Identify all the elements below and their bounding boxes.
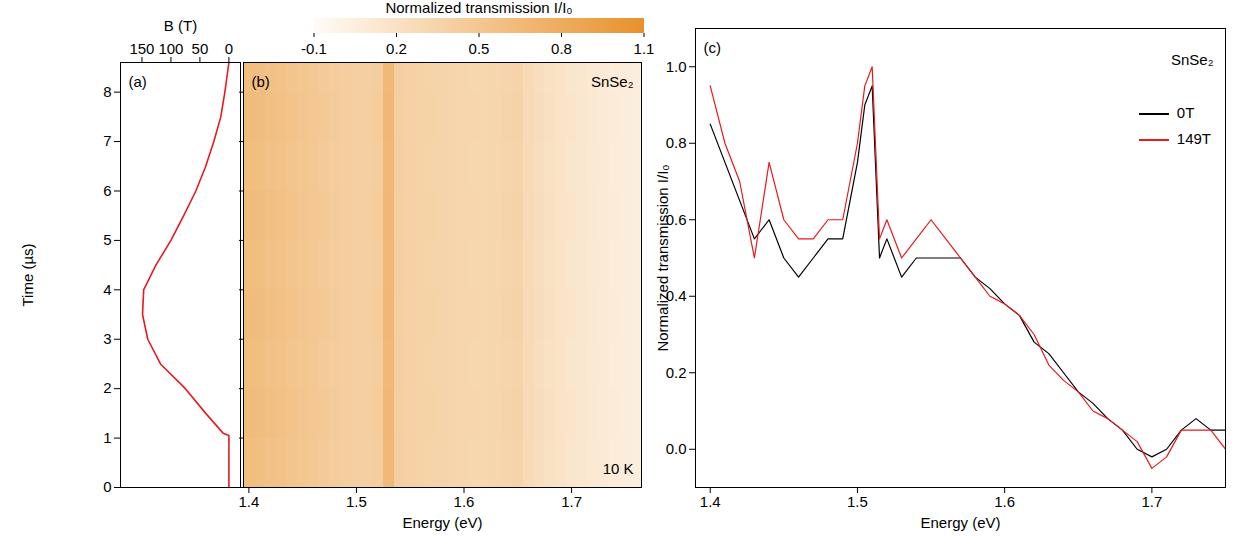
svg-text:2: 2 xyxy=(103,379,111,396)
svg-text:1.4: 1.4 xyxy=(700,493,721,510)
svg-text:50: 50 xyxy=(192,40,209,57)
svg-text:1: 1 xyxy=(103,429,111,446)
svg-text:0.6: 0.6 xyxy=(665,210,687,228)
svg-text:8: 8 xyxy=(103,83,111,100)
html-text:149T: 149T xyxy=(1176,130,1211,147)
svg-text:1.4: 1.4 xyxy=(238,493,259,510)
svg-text:1.6: 1.6 xyxy=(994,493,1015,510)
svg-text:0.0: 0.0 xyxy=(666,440,687,457)
svg-text:SnSe₂: SnSe₂ xyxy=(1171,51,1214,68)
svg-text:1.5: 1.5 xyxy=(847,493,868,510)
svg-text:0: 0 xyxy=(225,40,233,57)
svg-text:1.7: 1.7 xyxy=(1141,493,1162,510)
svg-text:Normalized transmission I/I₀: Normalized transmission I/I₀ xyxy=(654,164,671,351)
svg-text:(c): (c) xyxy=(704,39,722,56)
svg-text:6: 6 xyxy=(103,182,111,199)
svg-text:0.8: 0.8 xyxy=(551,40,572,57)
svg-text:10 K: 10 K xyxy=(603,460,634,477)
svg-text:100: 100 xyxy=(158,40,183,57)
svg-text:3: 3 xyxy=(103,330,111,347)
html-text:0T: 0T xyxy=(1176,104,1195,121)
svg-text:-0.1: -0.1 xyxy=(301,40,327,57)
svg-text:(a): (a) xyxy=(129,73,147,90)
svg-text:4: 4 xyxy=(103,281,111,298)
svg-text:SnSe₂: SnSe₂ xyxy=(591,73,634,90)
svg-text:Time (µs): Time (µs) xyxy=(19,243,36,306)
svg-text:0.2: 0.2 xyxy=(666,364,687,381)
svg-text:Normalized transmission I/I₀: Normalized transmission I/I₀ xyxy=(385,0,572,16)
svg-text:B (T): B (T) xyxy=(164,17,197,34)
svg-text:Energy (eV): Energy (eV) xyxy=(402,514,482,531)
svg-text:7: 7 xyxy=(103,132,111,149)
svg-text:5: 5 xyxy=(103,231,111,248)
svg-text:0.8: 0.8 xyxy=(666,134,687,151)
svg-text:1.5: 1.5 xyxy=(346,493,367,510)
svg-text:0.2: 0.2 xyxy=(386,40,407,57)
svg-text:150: 150 xyxy=(129,40,154,57)
svg-text:(b): (b) xyxy=(252,73,270,90)
svg-text:1.0: 1.0 xyxy=(666,58,687,75)
svg-text:0: 0 xyxy=(103,478,111,495)
svg-text:Energy (eV): Energy (eV) xyxy=(920,514,1000,531)
svg-text:0.4: 0.4 xyxy=(665,287,687,304)
svg-text:1.1: 1.1 xyxy=(634,40,655,57)
svg-text:1.7: 1.7 xyxy=(561,493,582,510)
svg-text:0.5: 0.5 xyxy=(469,40,490,57)
svg-text:1.6: 1.6 xyxy=(454,493,475,510)
